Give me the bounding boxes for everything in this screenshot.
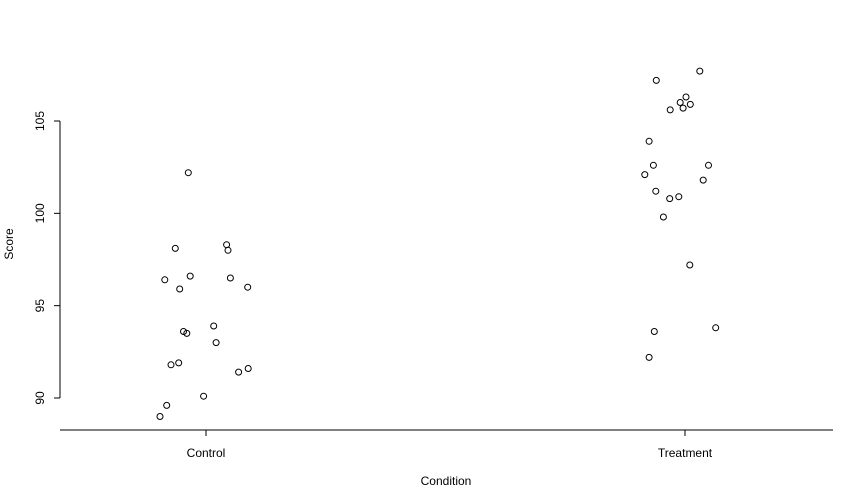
data-point-treatment — [682, 93, 690, 101]
y-tick-label: 90 — [33, 391, 47, 405]
data-point-control — [244, 283, 252, 291]
data-point-treatment — [666, 106, 674, 114]
data-point-control — [161, 276, 169, 284]
data-point-treatment — [666, 195, 674, 203]
data-point-treatment — [705, 161, 712, 169]
data-point-control — [183, 329, 191, 337]
data-point-control — [200, 392, 208, 400]
data-point-treatment — [686, 100, 694, 108]
data-point-treatment — [652, 76, 660, 84]
data-point-treatment — [649, 161, 657, 169]
data-point-control — [171, 244, 179, 252]
x-tick-label: Treatment — [658, 446, 713, 460]
x-axis-label: Condition — [421, 474, 472, 488]
data-point-treatment — [712, 324, 720, 332]
points-layer — [156, 67, 720, 420]
data-point-control — [235, 368, 243, 376]
y-ticks: 90 95 100 105 — [33, 111, 60, 405]
y-tick-label: 100 — [33, 203, 47, 223]
data-point-control — [210, 322, 218, 330]
data-point-control — [212, 339, 220, 347]
x-tick-label: Control — [187, 446, 226, 460]
data-point-control — [167, 361, 175, 369]
data-point-control — [175, 359, 183, 367]
data-point-treatment — [641, 171, 649, 179]
data-point-treatment — [645, 353, 653, 361]
data-point-control — [184, 169, 192, 177]
data-point-treatment — [659, 213, 667, 221]
data-point-control — [223, 241, 231, 249]
data-point-control — [163, 401, 171, 409]
data-point-treatment — [676, 99, 684, 106]
data-point-treatment — [699, 176, 707, 184]
data-point-control — [156, 413, 164, 420]
y-axis-label: Score — [2, 228, 16, 260]
data-point-treatment — [652, 187, 660, 195]
data-point-treatment — [696, 67, 704, 75]
data-point-treatment — [686, 261, 694, 269]
x-ticks: Control Treatment — [187, 430, 713, 460]
data-point-control — [226, 274, 234, 282]
data-point-treatment — [679, 104, 687, 112]
data-point-control — [176, 285, 184, 293]
data-point-control — [186, 272, 194, 280]
y-tick-label: 95 — [33, 299, 47, 313]
data-point-treatment — [675, 193, 683, 201]
data-point-treatment — [650, 328, 658, 335]
y-tick-label: 105 — [33, 111, 47, 131]
data-point-control — [224, 246, 232, 254]
data-point-control — [244, 365, 252, 372]
data-point-treatment — [645, 137, 653, 145]
